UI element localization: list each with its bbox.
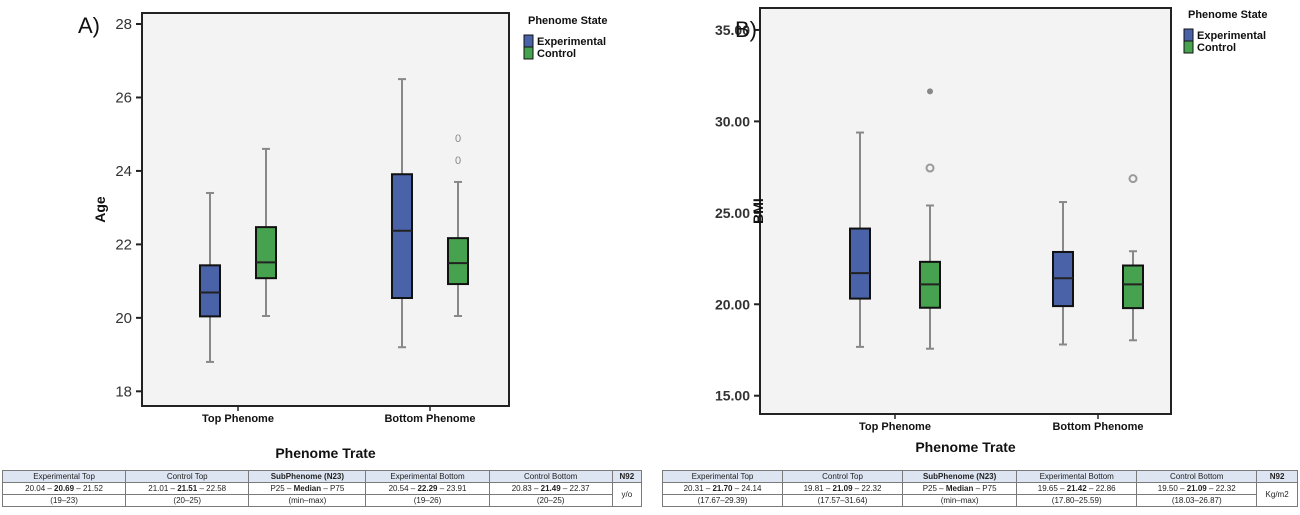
cell: (min–max) [248,494,367,507]
legend-swatch [523,34,534,48]
col-header: SubPhenome (N23) [902,470,1018,483]
cell: 20.54 – 22.29 – 23.91 [365,482,490,495]
x-tick-label: Top Phenome [202,413,274,425]
cell: (17.67–29.39) [661,494,784,507]
outlier-marker: 0 [455,155,461,167]
col-header: Experimental Top [1,470,127,483]
box-experimental [849,227,871,300]
cell: (19–26) [365,494,490,507]
y-tick-label: 15.00 [715,388,750,404]
col-header: Experimental Bottom [365,470,490,483]
y-tick-label: 30.00 [715,113,750,129]
table-row: 20.31 – 21.70 – 24.14 19.81 – 21.09 – 22… [661,482,1298,507]
box-experimental [199,264,221,318]
y-tick-label: 20.00 [715,296,750,312]
y-tick-label: 25.00 [715,205,750,221]
unit-cell: Kg/m2 [1256,482,1298,507]
box-control [447,237,469,286]
cell: 19.81 – 21.09 – 22.32 [782,482,904,495]
box-experimental [391,173,413,300]
outlier-marker: 0 [455,133,461,145]
legend-entry: Experimental [1197,30,1266,42]
col-header: Control Top [125,470,250,483]
cell: P25 – Median – P75 [902,482,1018,495]
table-row: (17.67–29.39) (17.57–31.64) (min–max) (1… [661,494,1298,507]
col-header: Control Bottom [1136,470,1258,483]
plot-area [759,7,1172,415]
legend-swatch [1183,40,1194,54]
outlier-marker [925,163,935,173]
col-header: Experimental Bottom [1016,470,1138,483]
cell: 19.50 – 21.09 – 22.32 [1136,482,1258,495]
legend-swatch [523,46,534,60]
plot-area [141,12,510,407]
x-tick-label: Bottom Phenome [1052,421,1143,433]
cell: (17.80–25.59) [1016,494,1138,507]
y-tick-label: 28 [115,16,132,33]
legend-title: Phenome State [1188,9,1267,21]
col-header: SubPhenome (N23) [248,470,367,483]
legend-entry: Control [1197,42,1236,54]
y-tick-label: 18 [115,383,132,400]
x-tick-label: Bottom Phenome [384,413,475,425]
y-tick-label: 26 [115,89,132,106]
x-tick-label: Top Phenome [859,421,931,433]
cell: 20.83 – 21.49 – 22.37 [488,482,613,495]
col-header: N92 [611,470,643,483]
cell: 20.31 – 21.70 – 24.14 [661,482,784,495]
legend-entry: Experimental [537,36,606,48]
cell: P25 – Median – P75 [248,482,367,495]
cell: (18.03–26.87) [1136,494,1258,507]
box-control [1122,264,1144,310]
cell: (min–max) [902,494,1018,507]
cell: (19–23) [1,494,127,507]
outlier-marker [927,88,933,95]
col-header: Control Top [782,470,904,483]
legend-entry: Control [537,48,576,60]
cell: 19.65 – 21.42 – 22.86 [1016,482,1138,495]
age-boxplot: 18 20 22 24 26 28 Age Phenome Trate A) Top Phenom… [78,12,607,461]
x-axis-title: Phenome Trate [275,445,376,461]
cell: (20–25) [125,494,250,507]
panel-letter: B) [735,17,757,42]
cell: (17.57–31.64) [782,494,904,507]
y-axis-title: Age [92,196,108,223]
bmi-stats-table: Experimental Top Control Top SubPhenome … [661,470,1298,507]
y-axis-title: BMI [750,198,766,224]
y-tick-label: 20 [115,310,132,327]
unit-cell: y/o [611,482,643,507]
x-axis-title: Phenome Trate [915,439,1016,455]
legend-title: Phenome State [528,15,607,27]
panel-letter: A) [78,13,100,38]
col-header: N92 [1256,470,1298,483]
table-row: (19–23) (20–25) (min–max) (19–26) (20–25… [1,494,642,507]
panel-a: 18 20 22 24 26 28 Age Phenome Trate A) Top Phenom… [1,12,643,507]
y-tick-label: 35.00 [715,22,750,38]
cell: (20–25) [488,494,613,507]
col-header: Experimental Top [661,470,784,483]
cell: 20.04 – 20.69 – 21.52 [1,482,127,495]
y-tick-label: 24 [115,163,132,180]
table-header-row: Experimental Top Control Top SubPhenome … [661,470,1298,483]
table-header-row: Experimental Top Control Top SubPhenome … [1,470,643,483]
box-control [255,226,277,280]
age-stats-table: Experimental Top Control Top SubPhenome … [1,470,643,507]
col-header: Control Bottom [488,470,613,483]
bmi-boxplot: 15.00 20.00 25.00 30.00 35.00 BMI Phenome Trat… [715,7,1267,455]
table-row: 20.04 – 20.69 – 21.52 21.01 – 21.51 – 22… [1,482,643,507]
outlier-marker [1128,174,1138,184]
panel-b: 15.00 20.00 25.00 30.00 35.00 BMI Phenome Trat… [655,0,1300,515]
cell: 21.01 – 21.51 – 22.58 [125,482,250,495]
y-tick-label: 22 [115,236,132,253]
legend-swatch [1183,28,1194,42]
